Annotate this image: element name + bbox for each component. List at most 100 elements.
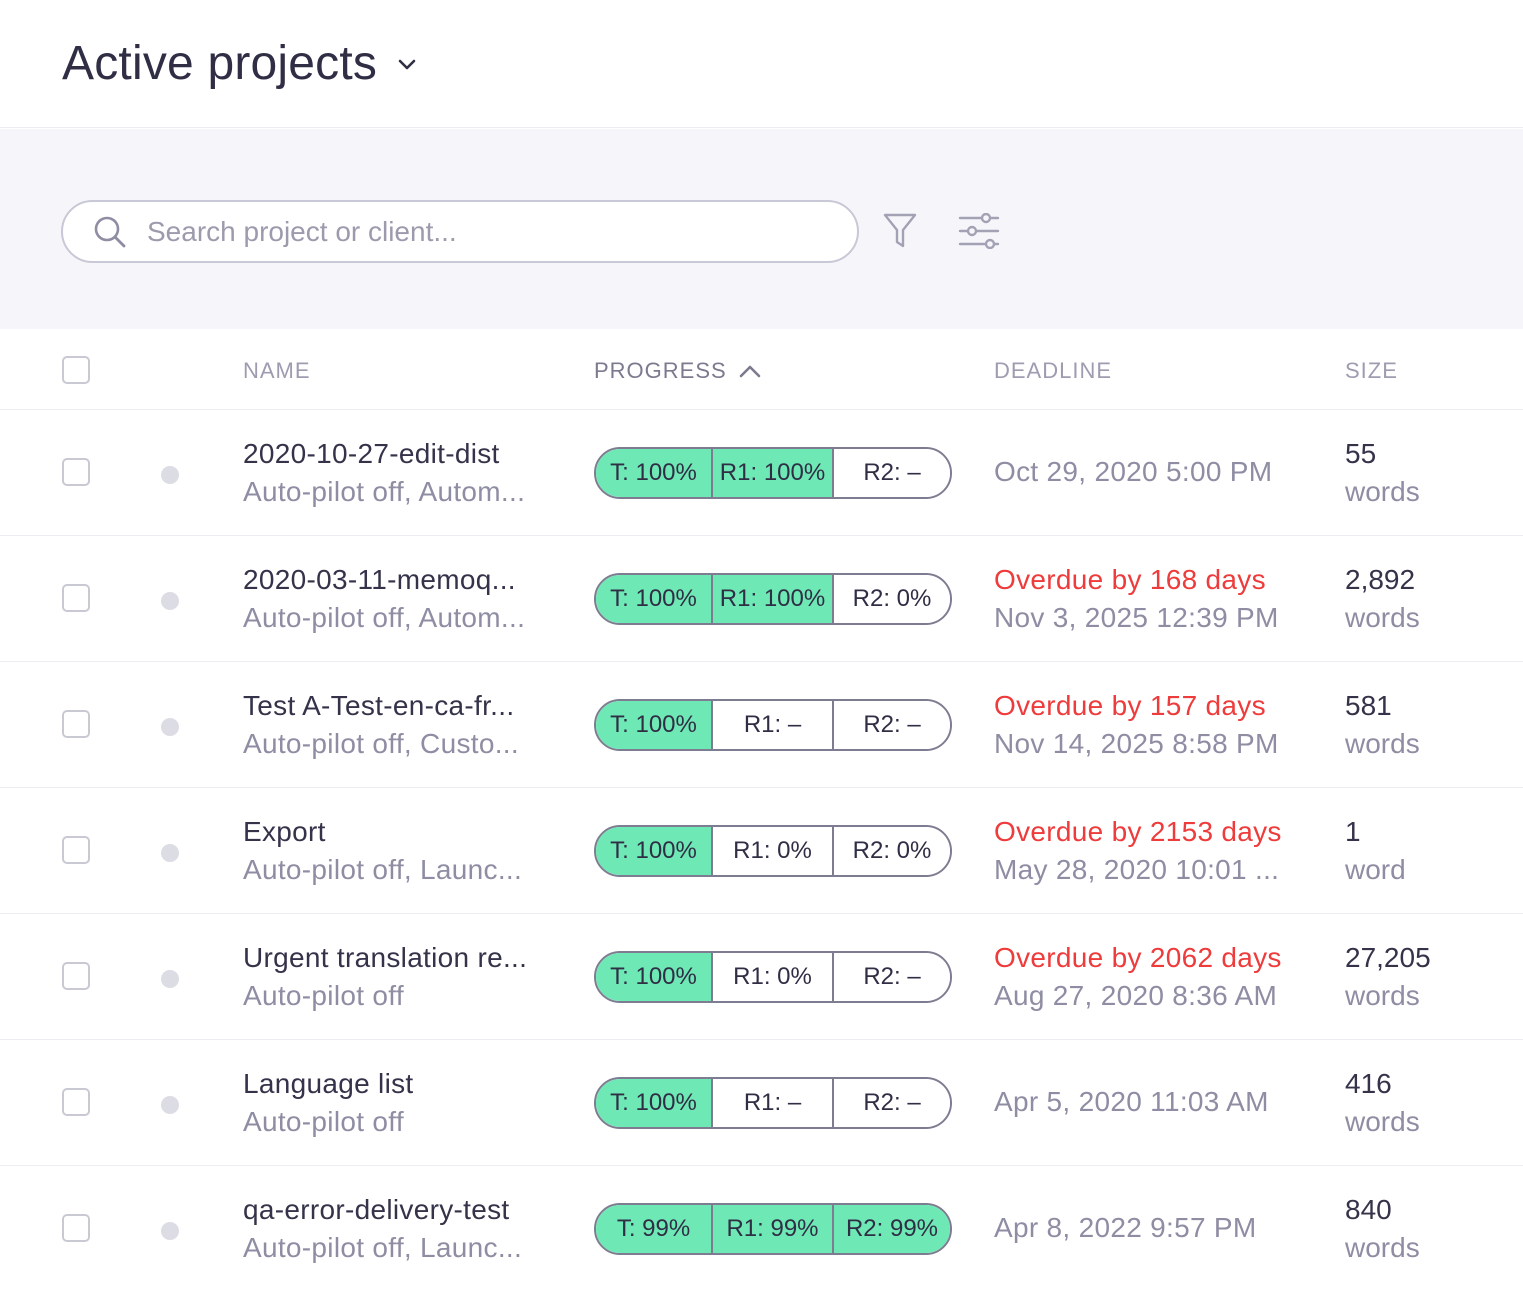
size-unit: words xyxy=(1345,728,1420,759)
row-checkbox[interactable] xyxy=(62,962,90,990)
progress-segment-r2: R2: – xyxy=(834,449,950,497)
column-header-name[interactable]: NAME xyxy=(243,358,311,383)
project-name[interactable]: Export xyxy=(243,816,326,847)
progress-segment-r1: R1: 100% xyxy=(713,449,834,497)
progress-segment-t: T: 99% xyxy=(596,1205,713,1253)
column-header-deadline[interactable]: DEADLINE xyxy=(994,358,1113,383)
table-row[interactable]: Language list Auto-pilot off T: 100% R1: – R… xyxy=(0,1040,1523,1166)
status-dot xyxy=(161,1096,179,1114)
row-checkbox[interactable] xyxy=(62,1088,90,1116)
search-icon xyxy=(94,216,126,247)
status-dot xyxy=(161,592,179,610)
chevron-down-icon xyxy=(398,59,416,69)
progress-segment-t: T: 100% xyxy=(596,1079,713,1127)
progress-segment-t: T: 100% xyxy=(596,449,713,497)
overdue-label: Overdue by 168 days xyxy=(994,564,1266,595)
project-details: Auto-pilot off xyxy=(243,1106,404,1137)
size-unit: words xyxy=(1345,476,1420,507)
status-dot xyxy=(161,718,179,736)
progress-segment-r1: R1: – xyxy=(713,1079,834,1127)
progress-segment-r1: R1: 0% xyxy=(713,827,834,875)
project-details: Auto-pilot off, Launc... xyxy=(243,1232,523,1263)
size-count: 1 xyxy=(1345,816,1361,847)
project-name[interactable]: 2020-03-11-memoq... xyxy=(243,564,516,595)
progress-bar[interactable]: T: 100% R1: 0% R2: – xyxy=(594,951,952,1003)
row-checkbox[interactable] xyxy=(62,836,90,864)
deadline-date: Apr 5, 2020 11:03 AM xyxy=(994,1086,1269,1117)
size-unit: words xyxy=(1345,1232,1420,1263)
table-row[interactable]: Test A-Test-en-ca-fr... Auto-pilot off, C… xyxy=(0,662,1523,788)
project-name[interactable]: qa-error-delivery-test xyxy=(243,1194,510,1225)
progress-segment-t: T: 100% xyxy=(596,575,713,623)
sliders-icon[interactable] xyxy=(958,213,1000,249)
column-header-progress-label: PROGRESS xyxy=(594,358,727,383)
row-checkbox[interactable] xyxy=(62,584,90,612)
status-dot xyxy=(161,970,179,988)
search-input[interactable] xyxy=(147,215,807,248)
size-count: 416 xyxy=(1345,1068,1392,1099)
progress-segment-r2: R2: – xyxy=(834,953,950,1001)
progress-bar[interactable]: T: 100% R1: – R2: – xyxy=(594,699,952,751)
page-header: Active projects xyxy=(0,0,1523,128)
progress-segment-t: T: 100% xyxy=(596,827,713,875)
size-count: 55 xyxy=(1345,438,1377,469)
project-name[interactable]: Test A-Test-en-ca-fr... xyxy=(243,690,515,721)
size-unit: word xyxy=(1345,854,1406,885)
progress-segment-r2: R2: 0% xyxy=(834,575,950,623)
progress-bar[interactable]: T: 100% R1: 100% R2: 0% xyxy=(594,573,952,625)
overdue-label: Overdue by 157 days xyxy=(994,690,1266,721)
size-unit: words xyxy=(1345,980,1420,1011)
project-details: Auto-pilot off xyxy=(243,980,404,1011)
deadline-date: Nov 14, 2025 8:58 PM xyxy=(994,728,1279,759)
size-unit: words xyxy=(1345,1106,1420,1137)
deadline-date: May 28, 2020 10:01 ... xyxy=(994,854,1280,885)
progress-bar[interactable]: T: 99% R1: 99% R2: 99% xyxy=(594,1203,952,1255)
table-header: NAME PROGRESS DEADLINE SIZE xyxy=(0,330,1523,410)
row-checkbox[interactable] xyxy=(62,710,90,738)
size-count: 581 xyxy=(1345,690,1392,721)
project-view-dropdown[interactable]: Active projects xyxy=(62,36,419,91)
project-details: Auto-pilot off, Launc... xyxy=(243,854,523,885)
column-header-size[interactable]: SIZE xyxy=(1345,358,1398,383)
size-count: 2,892 xyxy=(1345,564,1416,595)
progress-bar[interactable]: T: 100% R1: – R2: – xyxy=(594,1077,952,1129)
table-row[interactable]: 2020-10-27-edit-dist Auto-pilot off, Auto… xyxy=(0,410,1523,536)
progress-segment-r2: R2: – xyxy=(834,701,950,749)
project-details: Auto-pilot off, Autom... xyxy=(243,602,526,633)
project-name[interactable]: Urgent translation re... xyxy=(243,942,528,973)
deadline-date: Oct 29, 2020 5:00 PM xyxy=(994,456,1273,487)
status-dot xyxy=(161,466,179,484)
overdue-label: Overdue by 2153 days xyxy=(994,816,1282,847)
status-dot xyxy=(161,1222,179,1240)
row-checkbox[interactable] xyxy=(62,1214,90,1242)
chevron-up-icon xyxy=(739,365,761,378)
size-unit: words xyxy=(1345,602,1420,633)
progress-segment-t: T: 100% xyxy=(596,953,713,1001)
table-row[interactable]: 2020-03-11-memoq... Auto-pilot off, Autom… xyxy=(0,536,1523,662)
progress-segment-r1: R1: 0% xyxy=(713,953,834,1001)
table-row[interactable]: Urgent translation re... Auto-pilot off T:… xyxy=(0,914,1523,1040)
progress-segment-t: T: 100% xyxy=(596,701,713,749)
progress-segment-r1: R1: 100% xyxy=(713,575,834,623)
project-name[interactable]: 2020-10-27-edit-dist xyxy=(243,438,500,469)
project-details: Auto-pilot off, Autom... xyxy=(243,476,526,507)
filter-icon[interactable] xyxy=(882,211,918,251)
deadline-date: Nov 3, 2025 12:39 PM xyxy=(994,602,1279,633)
table-row[interactable]: qa-error-delivery-test Auto-pilot off, La… xyxy=(0,1166,1523,1291)
search-box xyxy=(61,200,859,263)
progress-bar[interactable]: T: 100% R1: 0% R2: 0% xyxy=(594,825,952,877)
progress-bar[interactable]: T: 100% R1: 100% R2: – xyxy=(594,447,952,499)
column-header-progress[interactable]: PROGRESS xyxy=(594,358,761,384)
row-checkbox[interactable] xyxy=(62,458,90,486)
progress-segment-r2: R2: – xyxy=(834,1079,950,1127)
project-name[interactable]: Language list xyxy=(243,1068,414,1099)
status-dot xyxy=(161,844,179,862)
progress-segment-r1: R1: – xyxy=(713,701,834,749)
table-row[interactable]: Export Auto-pilot off, Launc... T: 100% R1:… xyxy=(0,788,1523,914)
deadline-date: Apr 8, 2022 9:57 PM xyxy=(994,1212,1257,1243)
progress-segment-r1: R1: 99% xyxy=(713,1205,834,1253)
project-details: Auto-pilot off, Custo... xyxy=(243,728,519,759)
overdue-label: Overdue by 2062 days xyxy=(994,942,1282,973)
progress-segment-r2: R2: 99% xyxy=(834,1205,950,1253)
select-all-checkbox[interactable] xyxy=(62,356,90,384)
